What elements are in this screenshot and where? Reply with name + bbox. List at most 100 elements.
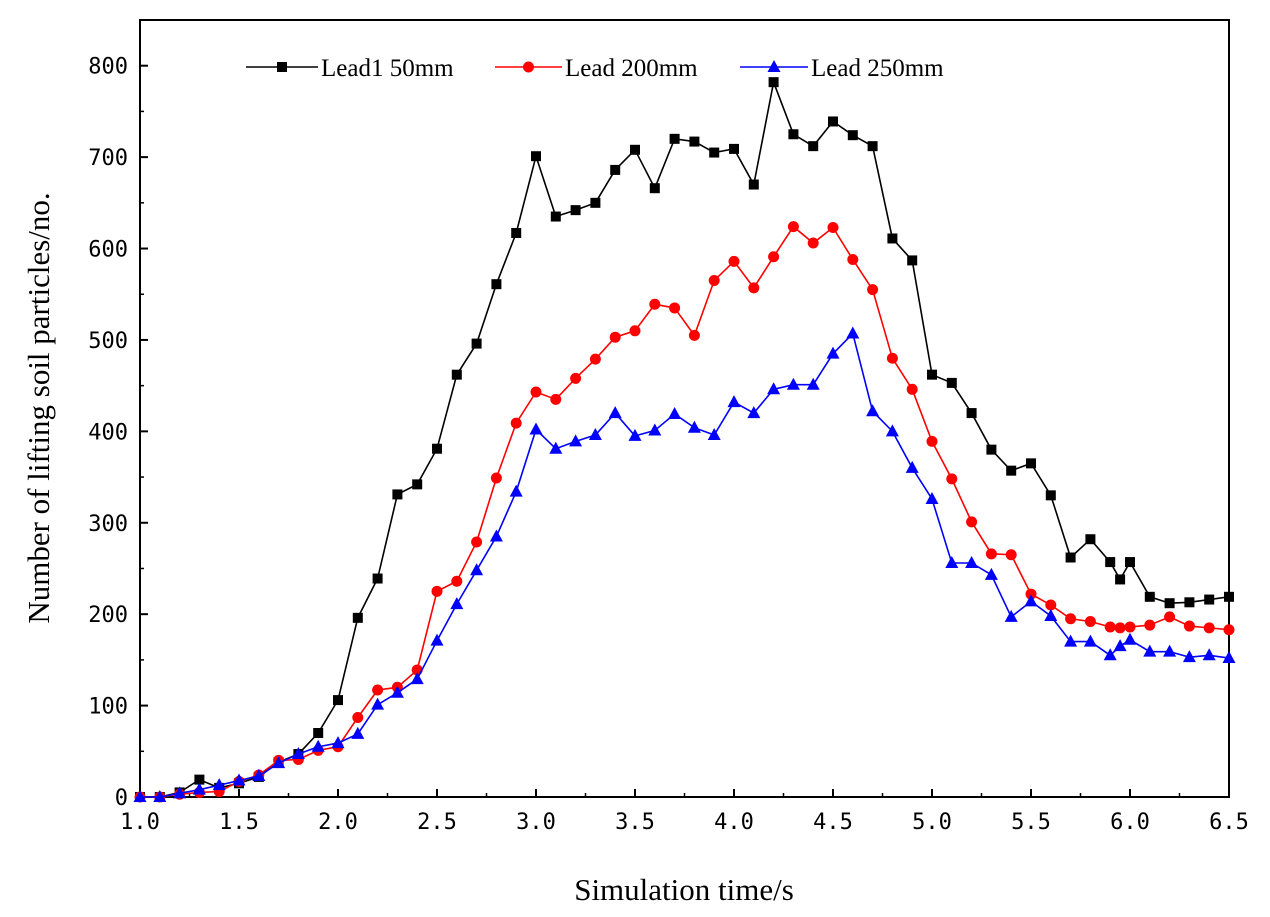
data-point: [1006, 465, 1017, 476]
data-point: [1203, 622, 1215, 634]
data-point: [689, 136, 700, 147]
data-point: [826, 346, 840, 359]
data-point: [212, 778, 226, 791]
data-point: [1044, 609, 1058, 622]
data-point: [1114, 622, 1126, 634]
data-point: [490, 472, 502, 484]
data-point: [906, 383, 918, 395]
data-point: [192, 782, 206, 795]
data-point: [707, 428, 721, 441]
axis-tick-labels: 1.0 1.5 2.0 2.5 3.0 3.5 4.0 4.5 5.0 5.5 6.0 6.5 0 100…: [88, 55, 1249, 835]
data-point: [767, 382, 781, 395]
data-point: [1202, 648, 1216, 661]
data-point: [827, 222, 839, 234]
data-point: [1224, 591, 1234, 602]
data-point: [1025, 588, 1037, 600]
data-point: [570, 372, 582, 384]
legend-entry: Lead 200mm: [495, 55, 698, 82]
data-point: [590, 197, 601, 208]
y-tick-label: 500: [88, 329, 128, 354]
data-point: [194, 774, 205, 785]
data-point: [628, 428, 642, 441]
data-point: [1182, 650, 1196, 663]
data-point: [311, 739, 325, 752]
data-point: [511, 227, 522, 238]
data-point: [905, 460, 919, 473]
data-point: [1143, 644, 1157, 657]
data-point: [887, 233, 898, 244]
data-point: [986, 444, 997, 455]
data-point: [926, 435, 938, 447]
data-point: [687, 420, 701, 433]
data-point: [1184, 597, 1195, 608]
data-point: [450, 597, 464, 610]
data-point: [867, 141, 878, 152]
data-point: [946, 473, 958, 485]
y-tick-label: 0: [115, 786, 128, 811]
data-point: [669, 302, 681, 314]
data-point: [768, 251, 780, 263]
data-point: [412, 479, 423, 490]
data-point: [352, 612, 363, 623]
data-point: [608, 406, 622, 419]
data-point: [1105, 557, 1116, 568]
data-point: [609, 331, 621, 343]
data-point: [1115, 574, 1126, 585]
data-point: [1164, 611, 1176, 623]
data-point: [806, 377, 820, 390]
data-point: [351, 726, 365, 739]
data-point: [787, 221, 799, 233]
data-point: [945, 555, 959, 568]
x-tick-label: 5.0: [912, 810, 952, 835]
data-point: [846, 326, 860, 339]
data-point: [331, 736, 345, 749]
data-point: [333, 695, 343, 706]
data-point: [768, 77, 779, 88]
data-point: [509, 484, 523, 497]
data-point: [1083, 634, 1097, 647]
data-point: [352, 711, 364, 723]
data-point: [747, 406, 761, 419]
data-point: [1024, 594, 1038, 607]
data-point: [985, 548, 997, 560]
x-tick-label: 2.0: [318, 810, 358, 835]
data-point: [786, 377, 800, 390]
x-tick-label: 2.5: [417, 810, 457, 835]
data-point: [886, 352, 898, 364]
data-point: [1065, 552, 1076, 563]
y-tick-label: 200: [88, 603, 128, 628]
data-point: [371, 697, 385, 710]
data-point: [313, 728, 324, 739]
data-point: [729, 143, 739, 154]
data-point: [232, 773, 246, 786]
y-axis-title: Number of lifting soil particles/no.: [21, 192, 56, 623]
data-point: [272, 756, 286, 769]
y-tick-label: 800: [88, 55, 128, 80]
series-layer: [133, 77, 1236, 803]
data-point: [252, 768, 266, 781]
data-point: [1065, 613, 1077, 625]
data-point: [173, 786, 187, 799]
data-point: [1222, 651, 1236, 664]
data-point: [1144, 591, 1155, 602]
data-point: [1103, 648, 1117, 661]
data-point: [885, 424, 899, 437]
data-point: [510, 417, 522, 429]
data-point: [451, 575, 463, 587]
legend-entry: Lead 250mm: [740, 55, 944, 82]
data-point: [925, 491, 939, 504]
data-point: [610, 164, 621, 175]
x-tick-label: 1.5: [219, 810, 259, 835]
data-point: [728, 255, 740, 267]
data-point: [489, 529, 503, 542]
data-point: [907, 255, 918, 266]
data-point: [807, 237, 819, 249]
data-point: [847, 130, 858, 141]
data-point: [529, 422, 543, 435]
data-point: [1223, 624, 1235, 636]
data-point: [470, 563, 484, 576]
legend-label: Lead 200mm: [565, 55, 698, 82]
data-point: [1125, 557, 1135, 568]
data-point: [1004, 609, 1018, 622]
data-point: [748, 282, 760, 294]
